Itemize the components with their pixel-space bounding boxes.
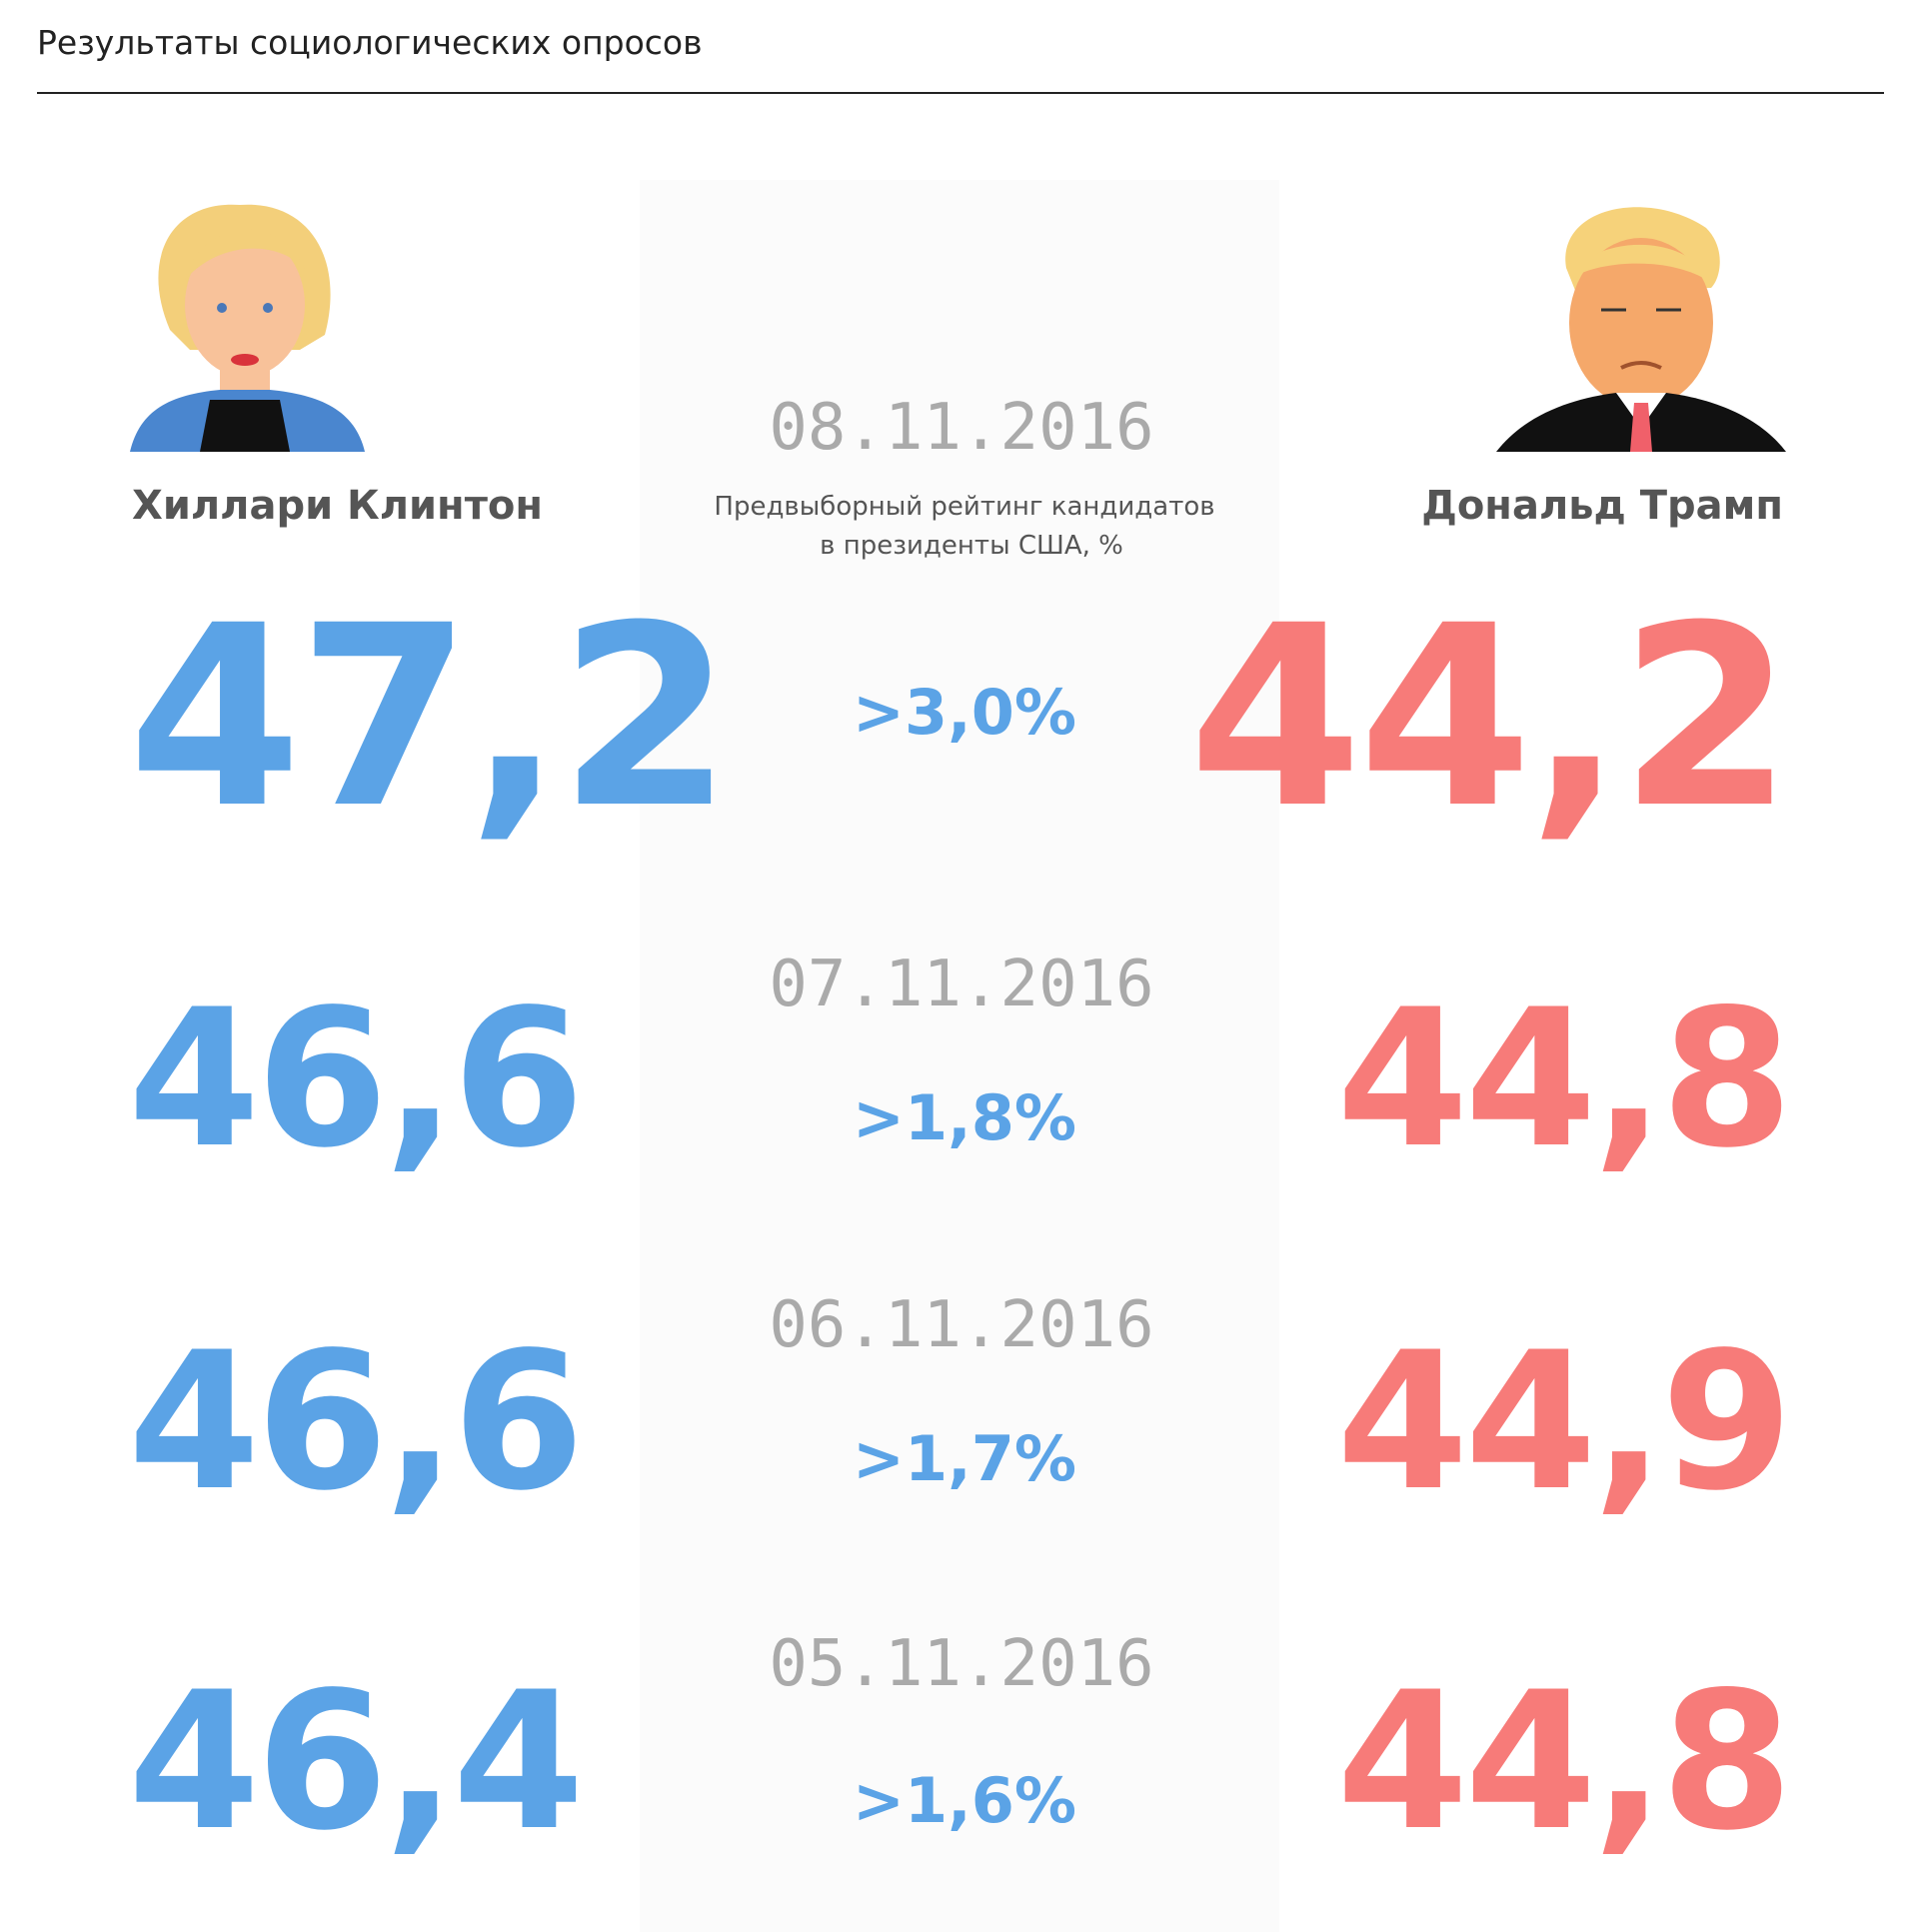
trump-rating: 44,8 [1336,1651,1793,1872]
lead-margin: >1,8% [853,1081,1076,1154]
clinton-rating: 47,2 [128,572,733,863]
clinton-rating: 46,6 [128,1311,585,1532]
subtitle: Результаты социологических опросов [37,23,703,62]
candidate-name: Хиллари Клинтон [132,483,543,529]
trump-rating: 44,2 [1188,572,1793,863]
divider [37,92,1884,94]
poll-date: 06.11.2016 [769,1288,1154,1362]
poll-date: 08.11.2016 [769,391,1154,465]
lead-margin: >3,0% [853,676,1076,749]
lead-margin: >1,7% [853,1422,1076,1495]
center-panel [640,180,1279,1932]
trump-rating: 44,8 [1336,968,1793,1189]
clinton-portrait [130,204,365,452]
poll-date: 07.11.2016 [769,948,1154,1021]
poll-date: 05.11.2016 [769,1627,1154,1701]
clinton-rating: 46,4 [128,1651,585,1872]
lead-margin: >1,6% [853,1764,1076,1837]
trump-portrait [1496,207,1786,452]
clinton-rating: 46,6 [128,968,585,1189]
candidate-name: Дональд Трамп [1421,483,1783,529]
description: в президенты США, % [820,531,1123,561]
trump-rating: 44,9 [1336,1311,1793,1532]
description: Предвыборный рейтинг кандидатов [714,492,1215,522]
